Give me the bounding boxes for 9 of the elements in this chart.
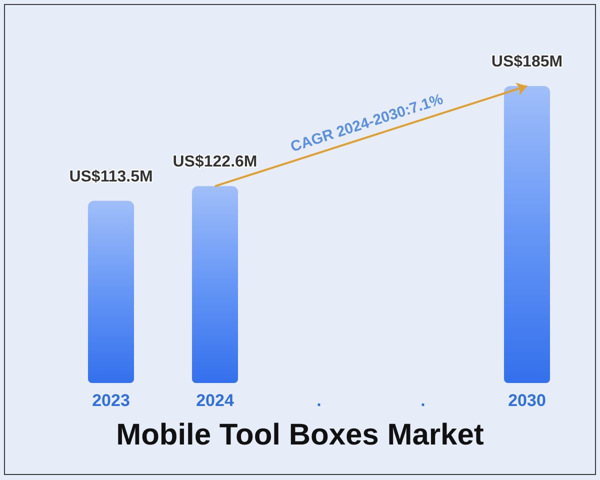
data-label: US$113.5M — [69, 168, 153, 186]
x-tick-label: 2023 — [92, 391, 130, 410]
x-tick-label: . — [420, 391, 426, 410]
text: Mobile Tool Boxes Market — [116, 418, 484, 452]
x-tick-label: . — [316, 391, 322, 410]
data-label: US$185M — [491, 54, 563, 70]
x-tick-label: 2030 — [508, 391, 546, 410]
x-tick-label: 2024 — [196, 391, 234, 410]
data-label: US$122.6M — [172, 154, 258, 171]
